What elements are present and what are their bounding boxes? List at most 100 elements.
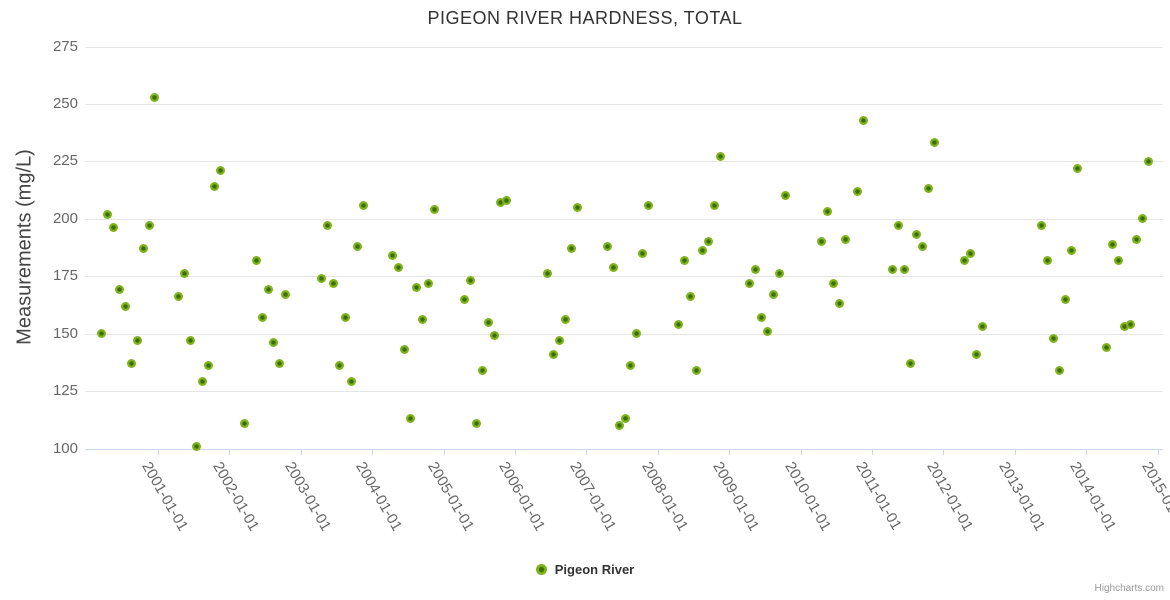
data-point[interactable] — [328, 278, 338, 288]
data-point[interactable] — [674, 319, 684, 329]
data-point[interactable] — [751, 264, 761, 274]
data-point[interactable] — [923, 184, 933, 194]
data-point[interactable] — [204, 361, 214, 371]
data-point[interactable] — [977, 322, 987, 332]
data-point[interactable] — [852, 186, 862, 196]
data-point[interactable] — [215, 166, 225, 176]
data-point[interactable] — [358, 200, 368, 210]
data-point[interactable] — [186, 336, 196, 346]
data-point[interactable] — [572, 202, 582, 212]
data-point[interactable] — [198, 377, 208, 387]
data-point[interactable] — [1144, 156, 1154, 166]
data-point[interactable] — [608, 262, 618, 272]
data-point[interactable] — [626, 361, 636, 371]
data-point[interactable] — [561, 315, 571, 325]
data-point[interactable] — [816, 237, 826, 247]
data-point[interactable] — [394, 262, 404, 272]
data-point[interactable] — [1054, 365, 1064, 375]
data-point[interactable] — [174, 292, 184, 302]
data-point[interactable] — [1072, 163, 1082, 173]
data-point[interactable] — [424, 278, 434, 288]
data-point[interactable] — [269, 338, 279, 348]
data-point[interactable] — [918, 241, 928, 251]
data-point[interactable] — [275, 359, 285, 368]
data-point[interactable] — [471, 418, 481, 428]
data-point[interactable] — [555, 336, 565, 346]
data-point[interactable] — [828, 278, 838, 288]
data-point[interactable] — [858, 115, 868, 125]
data-point[interactable] — [900, 264, 910, 274]
data-point[interactable] — [418, 315, 428, 325]
data-point[interactable] — [96, 329, 106, 339]
data-point[interactable] — [763, 326, 773, 336]
data-point[interactable] — [257, 313, 267, 323]
data-point[interactable] — [1114, 255, 1124, 265]
data-point[interactable] — [150, 92, 160, 102]
data-point[interactable] — [1066, 246, 1076, 256]
data-point[interactable] — [281, 290, 291, 300]
data-point[interactable] — [192, 441, 202, 451]
data-point[interactable] — [138, 244, 148, 254]
data-point[interactable] — [346, 377, 356, 387]
data-point[interactable] — [126, 359, 136, 368]
data-point[interactable] — [400, 345, 410, 355]
data-point[interactable] — [894, 221, 904, 231]
data-point[interactable] — [697, 246, 707, 256]
data-point[interactable] — [840, 234, 850, 244]
data-point[interactable] — [352, 241, 362, 251]
data-point[interactable] — [495, 198, 505, 208]
data-point[interactable] — [602, 241, 612, 251]
data-point[interactable] — [489, 331, 499, 341]
data-point[interactable] — [501, 195, 511, 205]
data-point[interactable] — [781, 191, 791, 201]
data-point[interactable] — [549, 349, 559, 359]
data-point[interactable] — [620, 414, 630, 424]
data-point[interactable] — [334, 361, 344, 371]
data-point[interactable] — [1042, 255, 1052, 265]
data-point[interactable] — [430, 205, 440, 215]
data-point[interactable] — [1060, 294, 1070, 304]
legend-item-pigeon-river[interactable]: Pigeon River — [0, 558, 1170, 580]
data-point[interactable] — [1120, 322, 1130, 332]
data-point[interactable] — [180, 269, 190, 279]
data-point[interactable] — [691, 365, 701, 375]
data-point[interactable] — [614, 421, 624, 431]
data-point[interactable] — [775, 269, 785, 279]
data-point[interactable] — [102, 209, 112, 219]
data-point[interactable] — [906, 359, 916, 368]
data-point[interactable] — [108, 223, 118, 233]
data-point[interactable] — [959, 255, 969, 265]
highcharts-credit-link[interactable]: Highcharts.com — [1094, 583, 1164, 594]
data-point[interactable] — [323, 221, 333, 231]
data-point[interactable] — [483, 317, 493, 327]
data-point[interactable] — [263, 285, 273, 295]
data-point[interactable] — [1126, 319, 1136, 329]
data-point[interactable] — [709, 200, 719, 210]
data-point[interactable] — [144, 221, 154, 231]
data-point[interactable] — [715, 152, 725, 162]
data-point[interactable] — [703, 237, 713, 247]
data-point[interactable] — [114, 285, 124, 295]
data-point[interactable] — [340, 313, 350, 323]
data-point[interactable] — [1037, 221, 1047, 231]
data-point[interactable] — [757, 313, 767, 323]
data-point[interactable] — [1138, 214, 1148, 224]
data-point[interactable] — [251, 255, 261, 265]
data-point[interactable] — [406, 414, 416, 424]
data-point[interactable] — [412, 283, 422, 293]
data-point[interactable] — [317, 274, 327, 283]
data-point[interactable] — [239, 418, 249, 428]
data-point[interactable] — [543, 269, 553, 279]
data-point[interactable] — [685, 292, 695, 302]
data-point[interactable] — [132, 336, 142, 346]
data-point[interactable] — [477, 365, 487, 375]
data-point[interactable] — [388, 251, 398, 261]
data-point[interactable] — [769, 290, 779, 300]
data-point[interactable] — [834, 299, 844, 309]
data-point[interactable] — [644, 200, 654, 210]
data-point[interactable] — [120, 301, 130, 311]
data-point[interactable] — [912, 230, 922, 240]
data-point[interactable] — [745, 278, 755, 288]
data-point[interactable] — [888, 264, 898, 274]
data-point[interactable] — [1132, 234, 1142, 244]
